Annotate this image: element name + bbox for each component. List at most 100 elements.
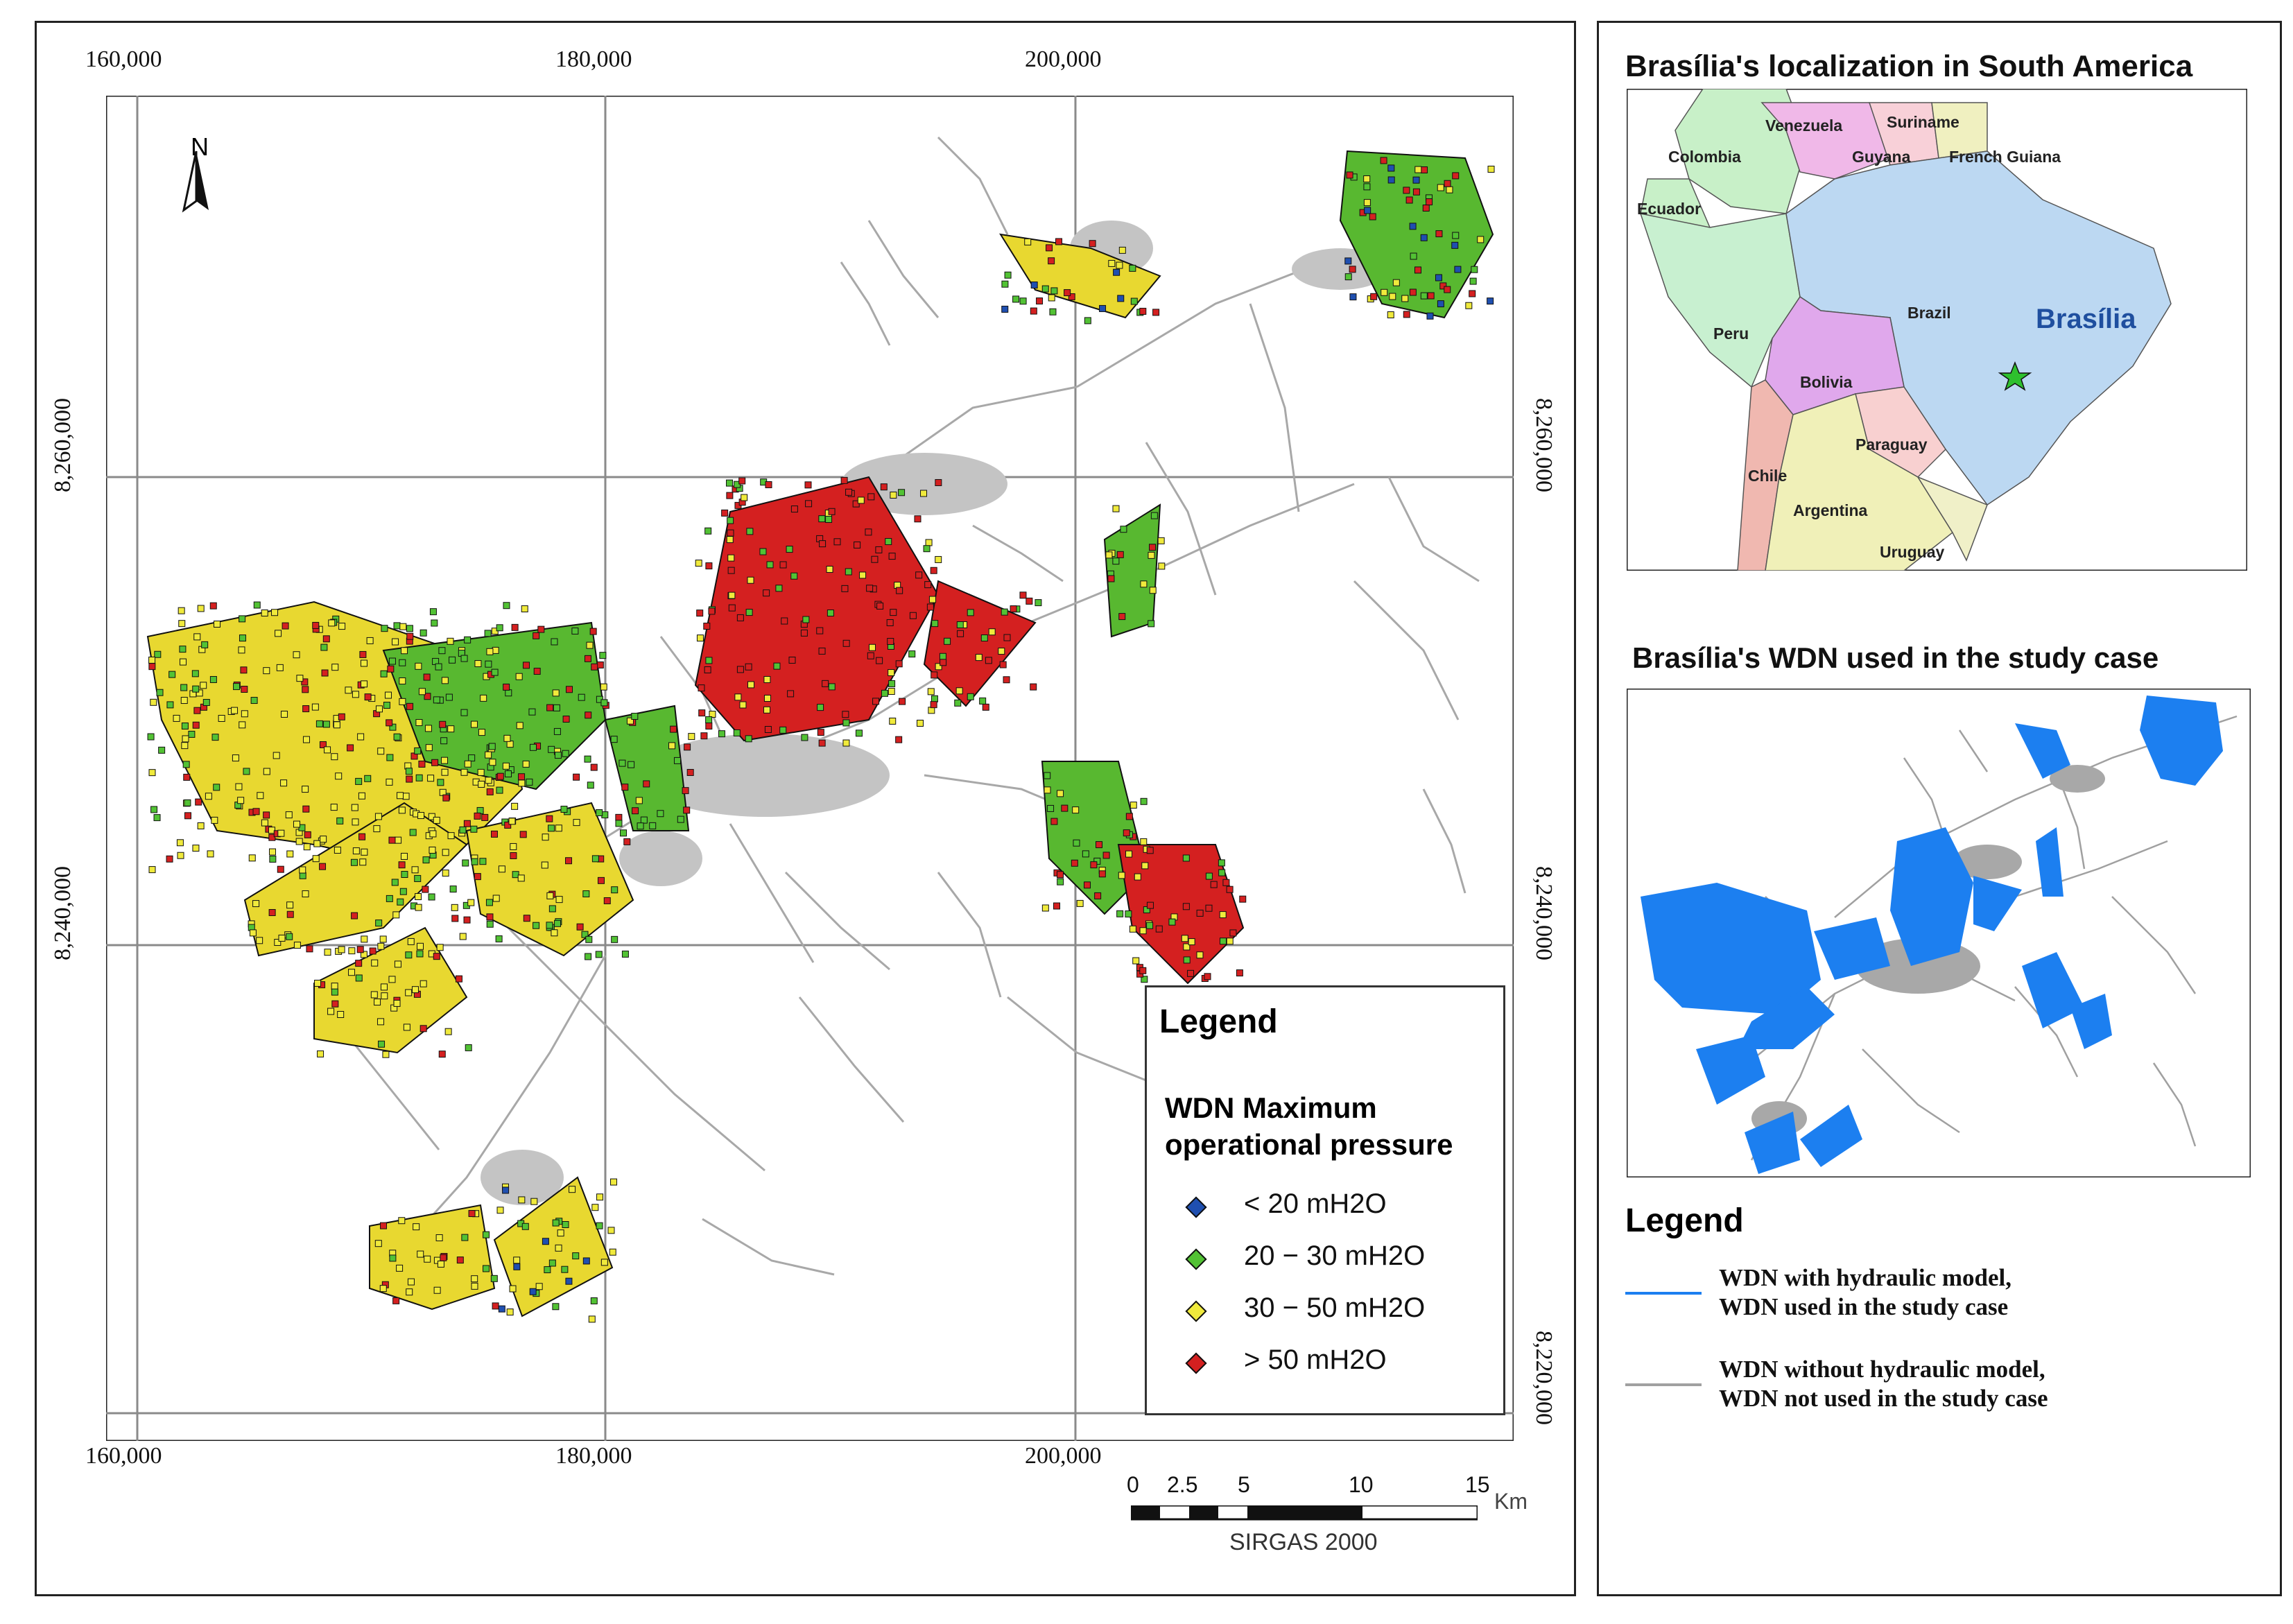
pressure-dot <box>178 607 185 614</box>
pressure-dot <box>503 734 511 742</box>
pressure-dot <box>800 629 808 637</box>
pressure-dot <box>419 980 427 987</box>
pressure-dot <box>1363 175 1371 182</box>
pressure-dot <box>485 660 492 668</box>
pressure-dot <box>424 1255 431 1263</box>
pressure-dot <box>1116 551 1124 558</box>
country-label: Venezuela <box>1765 116 1843 135</box>
pressure-dot <box>392 638 399 646</box>
pressure-dot <box>683 806 691 814</box>
legend-label: < 20 mH2O <box>1244 1189 1387 1219</box>
pressure-dot <box>471 1275 478 1283</box>
pressure-dot <box>293 651 300 659</box>
pressure-dot <box>1053 902 1061 910</box>
pressure-dot <box>424 725 432 732</box>
pressure-dot <box>261 819 268 827</box>
pressure-dot <box>695 560 702 567</box>
pressure-dot <box>498 865 505 873</box>
pressure-dot <box>442 794 450 802</box>
wdn-inset-map <box>1627 689 2251 1177</box>
brasilia-star-icon <box>1998 361 2032 391</box>
legend-label: 30 − 50 mH2O <box>1244 1293 1426 1323</box>
pressure-dot <box>1403 311 1410 318</box>
pressure-dot <box>581 931 589 938</box>
pressure-dot <box>239 634 246 642</box>
pressure-dot <box>727 567 735 574</box>
pressure-dot <box>183 773 191 781</box>
pressure-dot <box>218 715 225 723</box>
pressure-dot <box>399 888 407 895</box>
pressure-dot <box>790 572 798 580</box>
pressure-dot <box>1003 634 1011 641</box>
pressure-dot <box>386 895 393 902</box>
pressure-dot <box>610 1178 618 1186</box>
pressure-dot <box>319 741 327 748</box>
pressure-dot <box>425 744 433 752</box>
scale-label: 15 <box>1465 1472 1490 1497</box>
pressure-dot <box>1116 261 1123 269</box>
pressure-dot <box>1150 512 1158 519</box>
pressure-dot <box>351 804 358 811</box>
pressure-dot <box>492 895 500 902</box>
pressure-dot <box>773 662 781 670</box>
pressure-dot <box>321 669 329 677</box>
pressure-dot <box>833 538 841 546</box>
pressure-dot <box>1099 304 1107 312</box>
pressure-dot <box>429 608 437 616</box>
x-tick-bottom-3: 200,000 <box>1025 1443 1102 1469</box>
pressure-dot <box>1229 929 1237 937</box>
pressure-dot <box>148 866 156 874</box>
pressure-dot <box>1435 230 1443 238</box>
pressure-dot <box>1196 909 1204 917</box>
pressure-dot <box>437 1260 444 1268</box>
pressure-dot <box>150 698 157 706</box>
pressure-dot <box>841 585 849 592</box>
scale-label: 2.5 <box>1167 1472 1198 1497</box>
pressure-dot <box>779 561 787 569</box>
pressure-dot <box>927 688 935 696</box>
pressure-dot <box>256 937 263 944</box>
pressure-dot <box>801 734 808 741</box>
pressure-dot <box>274 938 282 946</box>
pressure-dot <box>1444 286 1451 293</box>
pressure-dot <box>530 1198 538 1205</box>
pressure-dot <box>869 643 876 651</box>
pressure-dot <box>438 1051 446 1058</box>
pressure-dot <box>418 760 426 768</box>
pressure-dot <box>414 747 422 754</box>
pressure-dot <box>670 725 677 733</box>
pressure-dot <box>1132 957 1140 965</box>
pressure-dot <box>1057 790 1064 797</box>
pressure-dot <box>805 500 813 508</box>
pressure-dot <box>386 754 394 761</box>
pressure-dot <box>237 797 245 804</box>
main-map-panel: 160,000 180,000 200,000 160,000 180,000 … <box>35 21 1576 1596</box>
pressure-dot <box>366 637 374 644</box>
pressure-dot <box>1222 879 1230 886</box>
pressure-dot <box>488 743 496 750</box>
pressure-dot <box>747 576 754 584</box>
pressure-dot <box>1219 911 1227 919</box>
pressure-dot <box>822 680 829 687</box>
pressure-dot <box>188 730 196 738</box>
pressure-dot <box>603 897 611 904</box>
pressure-dot <box>573 819 580 827</box>
pressure-dot <box>377 1018 385 1026</box>
pressure-dot <box>597 876 605 884</box>
pressure-dot <box>1226 938 1234 945</box>
pressure-dot <box>935 663 942 671</box>
pressure-dot <box>569 1186 576 1193</box>
pressure-dot <box>1469 290 1476 297</box>
pressure-dot <box>677 815 684 823</box>
pressure-dot <box>302 890 309 898</box>
pressure-dot <box>1055 238 1063 245</box>
pressure-dot <box>381 625 388 632</box>
pressure-dot <box>461 1234 469 1241</box>
pressure-dot <box>415 719 423 727</box>
pressure-dot <box>293 820 300 828</box>
pressure-dot <box>429 830 437 838</box>
pressure-dot <box>1117 295 1125 302</box>
pressure-dot <box>915 571 923 579</box>
pressure-dot <box>495 935 503 942</box>
pressure-dot <box>1181 935 1188 942</box>
